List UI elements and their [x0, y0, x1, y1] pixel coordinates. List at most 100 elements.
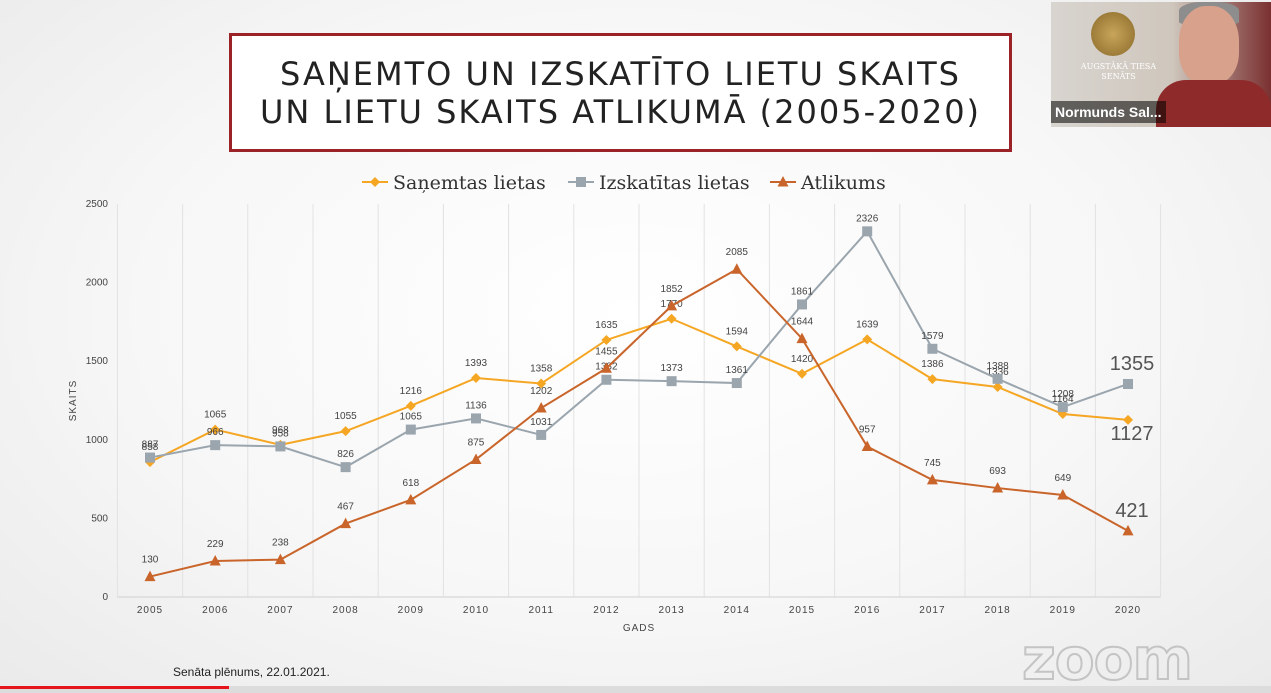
- legend-label: Saņemtas lietas: [393, 172, 546, 194]
- y-tick-label: 2500: [86, 199, 109, 210]
- series-line: [149, 267, 1129, 578]
- data-point: [731, 341, 742, 352]
- data-label: 1579: [921, 331, 944, 342]
- y-tick-label: 0: [102, 592, 108, 603]
- data-point: [536, 429, 547, 440]
- data-label: 649: [1054, 473, 1071, 484]
- x-tick-label: 2009: [398, 605, 424, 616]
- data-point: [861, 440, 873, 452]
- legend-marker: [576, 177, 586, 187]
- data-label: 966: [207, 427, 224, 438]
- emblem-caption: AUGSTĀKĀ TIESA SENĀTS: [1080, 62, 1157, 81]
- data-point: [1123, 414, 1133, 425]
- y-tick-label: 1000: [86, 435, 109, 446]
- x-tick-label: 2015: [789, 605, 815, 616]
- y-tick-label: 500: [91, 513, 108, 524]
- data-label: 858: [142, 442, 159, 453]
- x-axis-title: GADS: [623, 623, 655, 634]
- data-label: 2326: [856, 213, 879, 224]
- data-point: [992, 381, 1003, 392]
- x-tick-label: 2006: [202, 605, 228, 616]
- data-point: [862, 226, 873, 237]
- data-point: [796, 332, 808, 344]
- data-point: [209, 555, 221, 566]
- data-label: 968: [272, 425, 289, 436]
- data-point: [601, 374, 612, 385]
- data-point: [862, 334, 873, 345]
- data-label: 1361: [726, 365, 749, 376]
- x-tick-label: 2019: [1050, 605, 1076, 616]
- participant-name-label: Normunds Sal...: [1051, 101, 1166, 123]
- data-label: 421: [1115, 500, 1148, 522]
- data-label: 1065: [204, 410, 227, 421]
- data-point: [926, 473, 938, 485]
- data-point: [797, 299, 807, 310]
- data-label: 1388: [986, 361, 1009, 372]
- data-point: [666, 376, 677, 387]
- data-point: [731, 378, 742, 389]
- slide-title-box: SAŅEMTO UN IZSKATĪTO LIETU SKAITS UN LIE…: [229, 33, 1012, 152]
- data-point: [797, 368, 807, 379]
- data-label: 1373: [660, 363, 683, 374]
- data-point: [535, 402, 547, 413]
- data-label: 693: [989, 466, 1006, 477]
- line-chart: 0 500 1000 1500 2000 2500 2005 2006 2007 2008 2009…: [68, 172, 1162, 634]
- data-label: 229: [207, 539, 224, 550]
- data-label: 2085: [726, 247, 749, 258]
- data-label: 1136: [465, 400, 487, 411]
- playback-progress-track[interactable]: [0, 686, 1271, 693]
- x-tick-label: 2017: [919, 605, 945, 616]
- data-label: 1208: [1052, 389, 1075, 400]
- playback-progress-fill[interactable]: [0, 686, 229, 689]
- data-point: [275, 441, 286, 452]
- y-axis-title: SKAITS: [68, 380, 79, 422]
- data-point: [992, 373, 1003, 384]
- series-line: [149, 229, 1129, 469]
- participant-video-tile[interactable]: AUGSTĀKĀ TIESA SENĀTS Normunds Sal...: [1051, 2, 1271, 127]
- x-tick-label: 2011: [528, 605, 554, 616]
- data-point: [927, 343, 938, 354]
- data-point: [1123, 378, 1133, 389]
- data-point: [340, 517, 352, 529]
- data-label: 1420: [791, 354, 814, 365]
- data-label: 1393: [465, 358, 488, 369]
- data-point: [274, 553, 286, 565]
- x-tick-label: 2014: [724, 605, 750, 616]
- data-point: [1122, 524, 1134, 536]
- zoom-watermark: zoom: [1021, 624, 1194, 693]
- data-point: [144, 570, 156, 582]
- data-label: 1336: [986, 367, 1009, 378]
- slide-title-line-2: UN LIETU SKAITS ATLIKUMĀ (2005-2020): [259, 92, 982, 131]
- data-label: 1644: [791, 317, 814, 328]
- data-label: 1861: [791, 286, 814, 297]
- data-point: [340, 462, 351, 473]
- data-label: 826: [337, 449, 354, 460]
- court-emblem-icon: [1091, 12, 1135, 56]
- data-point: [210, 440, 221, 451]
- legend-marker: [370, 177, 380, 187]
- data-label: 1358: [530, 364, 553, 375]
- legend-label: Atlikums: [800, 172, 886, 194]
- data-point: [405, 400, 416, 411]
- data-label: 1852: [660, 284, 683, 295]
- data-label: 875: [468, 437, 485, 448]
- data-label: 1031: [530, 417, 553, 428]
- x-tick-label: 2008: [332, 605, 358, 616]
- data-label: 745: [924, 458, 941, 469]
- x-tick-label: 2010: [463, 605, 489, 616]
- data-label: 1594: [726, 326, 749, 337]
- data-label: 1164: [1052, 394, 1074, 405]
- x-tick-label: 2005: [137, 605, 163, 616]
- data-point: [992, 482, 1004, 493]
- data-label: 1065: [400, 412, 423, 423]
- data-point: [405, 493, 417, 505]
- slide-title-line-1: SAŅEMTO UN IZSKATĪTO LIETU SKAITS: [280, 54, 961, 93]
- data-point: [666, 313, 677, 324]
- x-tick-label: 2007: [267, 605, 293, 616]
- data-label: 618: [402, 478, 419, 489]
- data-label: 887: [142, 440, 159, 451]
- data-label: 1639: [856, 319, 879, 330]
- data-point: [471, 413, 481, 424]
- y-tick-label: 1500: [86, 356, 109, 367]
- data-label: 957: [859, 425, 876, 436]
